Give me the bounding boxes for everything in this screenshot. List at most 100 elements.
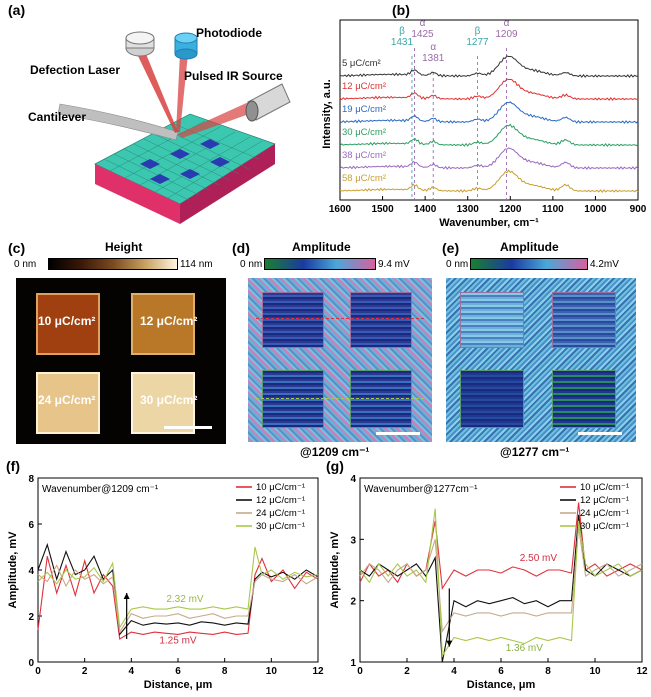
laser-label: Defection Laser [30, 63, 121, 77]
profile-xlabel: Distance, μm [144, 679, 213, 691]
annotation-high: 2.32 mV [166, 594, 204, 605]
photodiode-icon [174, 32, 198, 60]
sample-side [180, 144, 275, 224]
peak-marker-greek: α [430, 42, 436, 53]
caption-d: @1209 cm⁻¹ [300, 445, 370, 459]
xtick-label: 0 [357, 666, 363, 677]
legend-label: 10 μC/cm⁻¹ [580, 482, 629, 493]
legend-label: 12 μC/cm⁻¹ [580, 495, 629, 506]
laser-source [125, 31, 155, 57]
xtick-label: 8 [545, 666, 551, 677]
spectrum-line [339, 101, 639, 124]
spectra-ylabel: Intensity, a.u. [321, 79, 333, 148]
spectrum-label: 30 μC/cm² [342, 127, 386, 138]
amp-d-colorbar-title: Amplitude [292, 240, 351, 254]
annotation-low: 1.25 mV [159, 636, 197, 647]
ir-beam [178, 96, 266, 138]
spectrum-line [339, 123, 639, 148]
peak-marker-value: 1425 [411, 29, 434, 40]
cantilever-beam [57, 103, 179, 141]
ytick-label: 0 [28, 658, 34, 669]
spectra-xtick-label: 1200 [499, 204, 522, 215]
dose-label-12: 12 μC/cm² [140, 314, 198, 328]
ytick-label: 4 [28, 566, 34, 577]
laser-beam [138, 54, 178, 133]
xtick-label: 10 [266, 666, 278, 677]
profile-ylabel: Amplitude, mV [7, 531, 19, 609]
peak-marker-value: 1431 [391, 37, 414, 48]
legend-label: 12 μC/cm⁻¹ [256, 495, 305, 506]
amp-e-colorbar-title: Amplitude [500, 240, 559, 254]
ir-source-icon [245, 83, 291, 122]
xtick-label: 6 [498, 666, 504, 677]
reflected-beam [176, 54, 188, 132]
panel-d-label: (d) [232, 240, 250, 256]
ytick-label: 6 [28, 520, 34, 531]
ytick-label: 2 [28, 612, 34, 623]
spectra-xtick-label: 1300 [457, 204, 480, 215]
profile-series-line [37, 542, 319, 636]
panel-f-label: (f) [6, 458, 20, 474]
amp-d-colorbar [264, 258, 376, 270]
amp-d-square-12 [350, 292, 412, 348]
ytick-label: 4 [350, 474, 356, 485]
profile-note: Wavenumber@1277cm⁻¹ [364, 484, 478, 495]
height-square-10 [36, 293, 100, 355]
amp-e-square-30 [552, 370, 616, 428]
spectra-xtick-label: 1500 [371, 204, 394, 215]
profile-series-line [359, 514, 643, 663]
spectrum-label: 5 μC/cm² [342, 58, 381, 69]
xtick-label: 12 [636, 666, 648, 677]
spectra-xtick-label: 1400 [414, 204, 437, 215]
amp-e-colorbar-min: 0 nm [446, 259, 469, 270]
amplitude-map-d [248, 278, 432, 442]
panel-e-label: (e) [442, 240, 460, 256]
legend-label: 10 μC/cm⁻¹ [256, 482, 305, 493]
amp-d-square-30 [350, 370, 412, 428]
profile-note: Wavenumber@1209 cm⁻¹ [42, 484, 159, 495]
legend-label: 30 μC/cm⁻¹ [580, 521, 629, 532]
panel-g-label: (g) [326, 458, 344, 474]
amp-e-square-24 [460, 370, 524, 428]
annotation-low: 1.36 mV [506, 643, 544, 654]
spectrum-label: 38 μC/cm² [342, 150, 386, 161]
profile-series-line [359, 508, 643, 658]
spectra-xtick-label: 1000 [584, 204, 607, 215]
height-colorbar-title: Height [105, 240, 143, 254]
spectrum-line [339, 55, 639, 79]
xtick-label: 10 [589, 666, 601, 677]
spectra-xtick-label: 1600 [329, 204, 352, 215]
spectrum-line [339, 147, 639, 170]
spectra-xlabel: Wavenumber, cm⁻¹ [439, 217, 539, 229]
ytick-label: 2 [350, 597, 356, 608]
peak-marker-value: 1381 [422, 53, 445, 64]
trend-arrow-head [446, 640, 453, 647]
panel-b-label: (b) [392, 2, 410, 18]
peak-marker-greek: α [504, 18, 510, 29]
ytick-label: 3 [350, 535, 356, 546]
peak-marker-greek: β [475, 26, 481, 37]
amp-d-colorbar-max: 9.4 mV [378, 259, 410, 270]
profile-line-bottom [256, 398, 424, 399]
xtick-label: 0 [35, 666, 41, 677]
sample-front [95, 164, 180, 224]
trend-arrow-head [123, 593, 130, 599]
ir-label: Pulsed IR Source [184, 69, 283, 83]
xtick-label: 6 [175, 666, 181, 677]
profile-series-line [37, 546, 319, 630]
dose-label-24: 24 μC/cm² [38, 393, 96, 407]
xtick-label: 8 [222, 666, 228, 677]
amp-e-square-12 [552, 292, 616, 348]
panel-c-label: (c) [8, 240, 26, 256]
cantilever-label: Cantilever [28, 110, 87, 124]
spectrum-line [339, 78, 639, 101]
xtick-label: 4 [451, 666, 457, 677]
annotation-high: 2.50 mV [520, 553, 558, 564]
xtick-label: 4 [129, 666, 135, 677]
xtick-label: 2 [404, 666, 410, 677]
xtick-label: 2 [82, 666, 88, 677]
peak-marker-greek: β [399, 26, 405, 37]
profile-ylabel: Amplitude, mV [329, 531, 341, 609]
ytick-label: 1 [350, 658, 356, 669]
